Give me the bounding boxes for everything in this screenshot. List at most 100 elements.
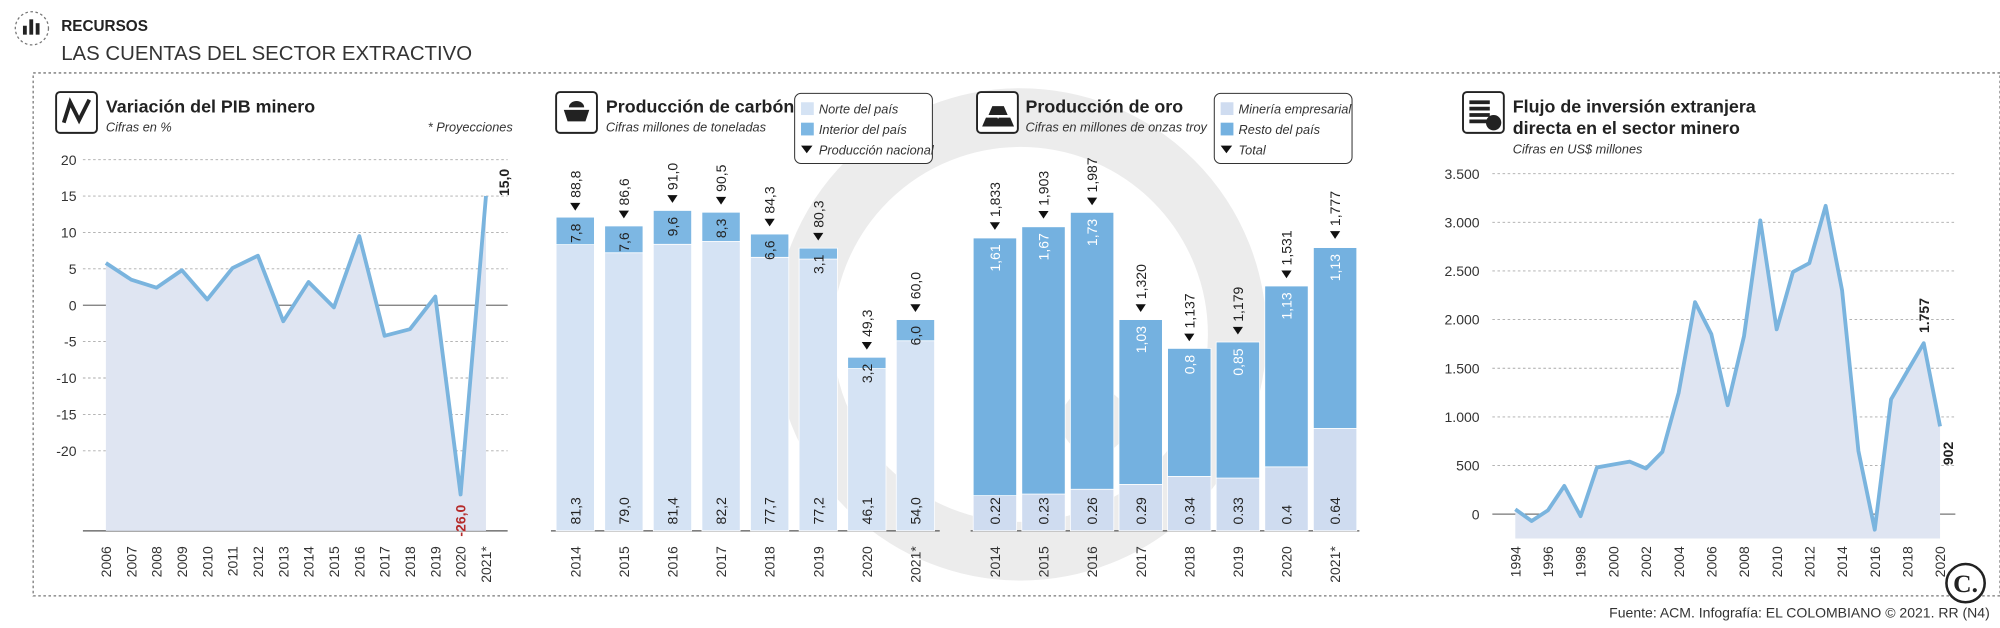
icon-glyph — [61, 97, 91, 125]
bar-segment — [1118, 319, 1163, 485]
x-tick-label: 2014 — [567, 546, 583, 577]
x-tick-label: 2002 — [1638, 546, 1654, 577]
chart-title: Flujo de inversión extranjera — [1513, 96, 1757, 116]
chart-subtitle: Cifras en US$ millones — [1513, 141, 1643, 156]
total-label: 1,777 — [1327, 191, 1343, 226]
bar-segment — [1215, 477, 1260, 532]
legend-label: Interior del país — [819, 122, 908, 137]
total-label: 88,8 — [567, 170, 583, 197]
x-tick-label: 2014 — [1834, 546, 1850, 577]
legend-marker — [1220, 145, 1233, 154]
segment-label: 1,67 — [1036, 233, 1052, 260]
x-tick-label: 2004 — [1671, 546, 1687, 577]
icon-glyph — [1485, 115, 1502, 131]
data-label: -26,0 — [453, 504, 469, 536]
segment-label: 81,4 — [665, 497, 681, 524]
legend-box — [794, 92, 933, 164]
x-tick-label: 2012 — [1801, 546, 1817, 577]
segment-label: 7,6 — [616, 232, 632, 252]
chart-subtitle: Cifras en % — [106, 120, 172, 135]
segment-label: 1,13 — [1327, 254, 1343, 281]
total-marker — [764, 218, 775, 227]
segment-label: 0.23 — [1036, 497, 1052, 524]
icon-glyph — [563, 100, 590, 122]
segment-label: 46,1 — [859, 497, 875, 524]
segment-label: 82,2 — [713, 497, 729, 524]
legend-label: Resto del país — [1239, 122, 1321, 137]
x-tick-label: 2008 — [1736, 546, 1752, 577]
x-tick-label: 2018 — [1181, 546, 1197, 577]
x-tick-label: 2015 — [616, 546, 632, 577]
footer: Fuente: ACM. Infografía: EL COLOMBIANO ©… — [1609, 605, 1990, 621]
area — [105, 196, 486, 531]
data-label: 1.757 — [1916, 298, 1932, 333]
section-icon — [14, 11, 50, 46]
legend-swatch — [1220, 102, 1234, 116]
bar-segment — [1167, 476, 1212, 532]
total-marker — [989, 222, 1000, 230]
x-tick-label: 2017 — [713, 546, 729, 577]
total-label: 49,3 — [859, 309, 875, 336]
legend-label: Minería empresarial — [1239, 102, 1353, 117]
x-tick-label: 2016 — [351, 546, 367, 577]
y-tick-label: 15 — [61, 188, 77, 204]
total-marker — [715, 196, 727, 205]
y-tick-label: 3.000 — [1445, 214, 1480, 230]
total-label: 1,987 — [1084, 157, 1100, 192]
data-label: 902 — [1940, 442, 1956, 466]
bar-segment — [895, 340, 935, 532]
bar-segment — [1313, 247, 1358, 429]
x-tick-label: 2017 — [1133, 546, 1149, 577]
bar-segment — [1021, 226, 1066, 495]
total-label: 84,3 — [762, 186, 778, 213]
segment-label: 77,7 — [762, 497, 778, 524]
icon-glyph — [1469, 100, 1490, 124]
segment-label: 3,2 — [859, 363, 875, 383]
segment-label: 0.34 — [1181, 497, 1197, 524]
legend-swatch — [801, 102, 814, 116]
x-tick-label: 2019 — [810, 546, 826, 577]
bar-segment — [652, 243, 692, 532]
y-tick-label: 2.000 — [1445, 312, 1480, 328]
chart-title: directa en el sector minero — [1513, 118, 1740, 138]
x-tick-label: 2016 — [1084, 546, 1100, 577]
chart-title: Producción de carbón — [606, 96, 794, 116]
x-tick-label: 2016 — [1867, 546, 1883, 577]
total-marker — [910, 304, 921, 312]
total-marker — [618, 210, 629, 219]
segment-label: 54,0 — [908, 497, 924, 524]
x-tick-label: 2019 — [1230, 546, 1246, 577]
segment-label: 6,6 — [762, 240, 778, 260]
x-tick-label: 1994 — [1507, 546, 1523, 577]
x-tick-label: 2007 — [123, 546, 139, 577]
bar-segment — [972, 237, 1017, 497]
x-tick-label: 2016 — [665, 546, 681, 577]
total-marker — [861, 341, 872, 350]
bar-segment — [604, 225, 644, 254]
chart-subtitle: Cifras en millones de onzas troy — [1026, 120, 1209, 135]
icon-glyph — [982, 106, 1015, 127]
bar-segment — [1264, 466, 1309, 532]
y-tick-label: 1.500 — [1445, 360, 1480, 376]
bar-segment — [1313, 428, 1358, 532]
total-label: 1,833 — [987, 182, 1003, 217]
section-icon-bar — [22, 25, 27, 35]
segment-label: 0.33 — [1230, 497, 1246, 524]
bar-segment — [798, 247, 838, 260]
y-tick-label: 10 — [61, 225, 77, 241]
legend-marker — [801, 145, 813, 154]
chart-note: * Proyecciones — [428, 120, 514, 135]
legend-label: Norte del país — [819, 102, 899, 117]
x-tick-label: 2021* — [478, 546, 494, 583]
x-tick-label: 2018 — [402, 546, 418, 577]
page-title: LAS CUENTAS DEL SECTOR EXTRACTIVO — [61, 43, 472, 65]
x-tick-label: 2012 — [250, 546, 266, 577]
segment-label: 0.4 — [1279, 505, 1295, 525]
legend-box — [1213, 92, 1353, 164]
segment-label: 0.26 — [1084, 497, 1100, 524]
y-tick-label: 0 — [1472, 506, 1480, 522]
bar-segment — [604, 252, 644, 532]
bar-segment — [895, 319, 935, 342]
section-icon-bar — [29, 19, 34, 35]
